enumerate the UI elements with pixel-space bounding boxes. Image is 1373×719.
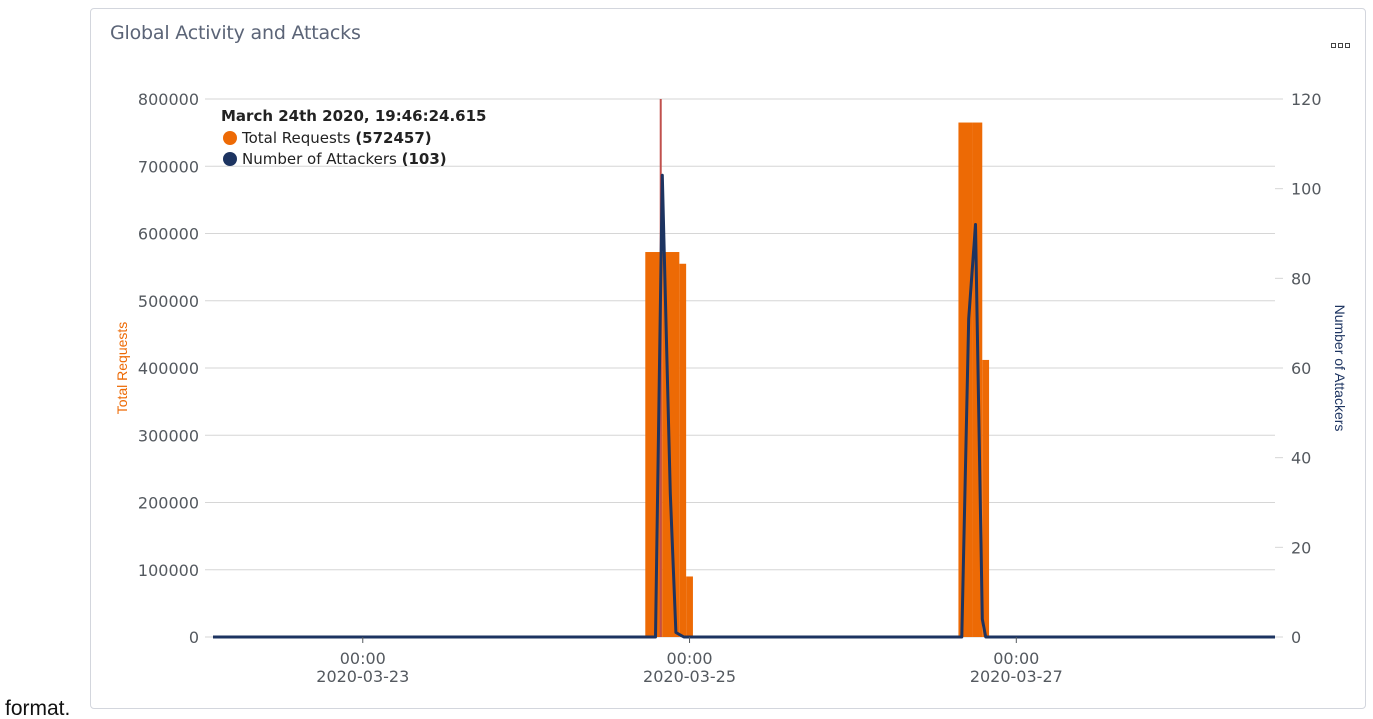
tooltip-row-value: (103) — [402, 150, 447, 168]
more-options-icon[interactable] — [1331, 35, 1355, 48]
chart-svg: 0 100000 200000 300000 400000 500000 600000 700… — [114, 90, 1348, 686]
tooltip-row-label: Number of Attackers (103) — [242, 150, 447, 168]
y2-tick-label: 0 — [1291, 628, 1301, 647]
menu-dot — [1338, 43, 1343, 48]
y2-tick-label: 100 — [1291, 180, 1322, 199]
y2-tick-label: 120 — [1291, 90, 1322, 109]
menu-dot — [1331, 43, 1336, 48]
x-tick-label-time: 00:00 — [993, 649, 1039, 668]
y-tick-label: 100000 — [138, 561, 199, 580]
requests-bar — [982, 359, 990, 637]
y-tick-label: 500000 — [138, 292, 199, 311]
y-tick-label: 400000 — [138, 359, 199, 378]
tooltip-row-label: Total Requests (572457) — [241, 129, 432, 147]
y-tick-label: 200000 — [138, 494, 199, 513]
x-tick-label-time: 00:00 — [666, 649, 712, 668]
x-tick-label-time: 00:00 — [340, 649, 386, 668]
y-tick-label: 800000 — [138, 90, 199, 109]
requests-bar — [958, 122, 973, 638]
y2-tick-label: 20 — [1291, 538, 1311, 557]
y2-tick-label: 60 — [1291, 359, 1311, 378]
x-tick-label-date: 2020-03-27 — [970, 667, 1063, 686]
tooltip-legend-dot — [223, 131, 237, 145]
y2-axis-title: Number of Attackers — [1332, 305, 1348, 432]
requests-bar — [679, 263, 687, 637]
y2-tick-label: 80 — [1291, 269, 1311, 288]
y-tick-label: 0 — [189, 628, 199, 647]
y-tick-label: 600000 — [138, 225, 199, 244]
tooltip-legend-dot — [223, 152, 237, 166]
x-tick-label-date: 2020-03-25 — [643, 667, 736, 686]
y2-tick-label: 40 — [1291, 449, 1311, 468]
attackers-line — [213, 173, 1275, 639]
tooltip-time: March 24th 2020, 19:46:24.615 — [221, 107, 486, 125]
outside-text: format. — [5, 697, 71, 719]
y-axis-title: Total Requests — [114, 322, 130, 415]
y-tick-label: 700000 — [138, 157, 199, 176]
panel-title: Global Activity and Attacks — [110, 22, 361, 44]
menu-dot — [1345, 43, 1350, 48]
x-tick-label-date: 2020-03-23 — [316, 667, 409, 686]
y-tick-label: 300000 — [138, 426, 199, 445]
requests-bar — [686, 576, 693, 637]
tooltip-row-value: (572457) — [355, 129, 431, 147]
chart-panel: Global Activity and Attacks 0 100000 20000… — [90, 8, 1366, 709]
